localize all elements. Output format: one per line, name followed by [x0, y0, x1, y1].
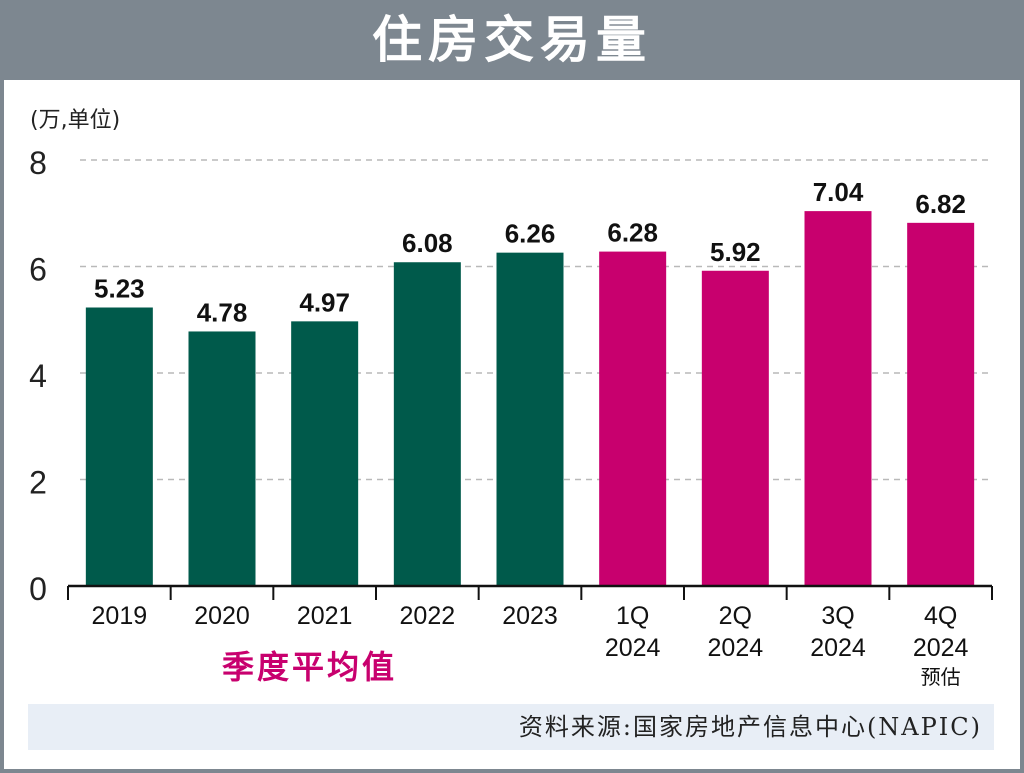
- y-tick-label: 2: [29, 465, 47, 501]
- x-tick-label: 2024: [708, 634, 764, 662]
- x-tick-label: 2019: [92, 602, 148, 630]
- y-tick-label: 8: [29, 145, 47, 181]
- bar-value-label: 6.28: [607, 218, 658, 248]
- x-tick-label: 4Q: [924, 602, 957, 630]
- frame-bottom-border: [0, 769, 1024, 773]
- bar: [496, 252, 564, 586]
- y-tick-label: 0: [29, 571, 47, 607]
- bar: [907, 222, 975, 586]
- bar-value-label: 5.23: [94, 274, 145, 304]
- x-tick-label: 2Q: [719, 602, 752, 630]
- bar-value-label: 6.26: [505, 219, 556, 249]
- frame-right-border: [1020, 80, 1024, 773]
- x-tick-label: 2021: [297, 602, 353, 630]
- x-tick-label: 2024: [810, 634, 866, 662]
- bar-value-label: 4.78: [197, 297, 248, 327]
- x-tick-label: 预估: [921, 666, 961, 689]
- labels: 0 2 4 6 8 5.23 4.78 4.97 6.08 6.26 6.28 5.92 7.04 6.8…: [29, 145, 968, 689]
- bar: [701, 270, 769, 586]
- x-tick-label: 2024: [605, 634, 661, 662]
- bar-value-label: 6.08: [402, 228, 453, 258]
- source-band: [28, 704, 994, 750]
- x-tick-label: 3Q: [821, 602, 854, 630]
- title-bar: [0, 0, 1024, 80]
- x-tick-label: 2023: [502, 602, 558, 630]
- x-tick-label: 1Q: [616, 602, 649, 630]
- y-tick-label: 4: [29, 358, 47, 394]
- bar: [599, 251, 667, 586]
- y-tick-label: 6: [29, 252, 47, 288]
- x-tick-label: 2020: [194, 602, 250, 630]
- bar-value-label: 5.92: [710, 237, 761, 267]
- bar: [804, 211, 872, 586]
- y-axis-unit-label: (万,单位): [30, 108, 121, 133]
- bar-value-label: 7.04: [813, 177, 864, 207]
- bar-value-label: 6.82: [915, 189, 966, 219]
- x-tick-label: 2022: [400, 602, 456, 630]
- bar: [85, 307, 153, 586]
- bar: [291, 321, 359, 586]
- bars: [85, 211, 975, 586]
- frame-left-border: [0, 80, 4, 773]
- chart-title: 住房交易量: [372, 11, 652, 69]
- bar-value-label: 4.97: [299, 287, 350, 317]
- bar: [188, 331, 256, 586]
- quarterly-average-note: 季度平均值: [222, 648, 398, 686]
- x-tick-label: 2024: [913, 634, 969, 662]
- bar: [393, 262, 461, 586]
- x-axis: [67, 584, 993, 600]
- source-text: 资料来源:国家房地产信息中心(NAPIC): [518, 713, 982, 741]
